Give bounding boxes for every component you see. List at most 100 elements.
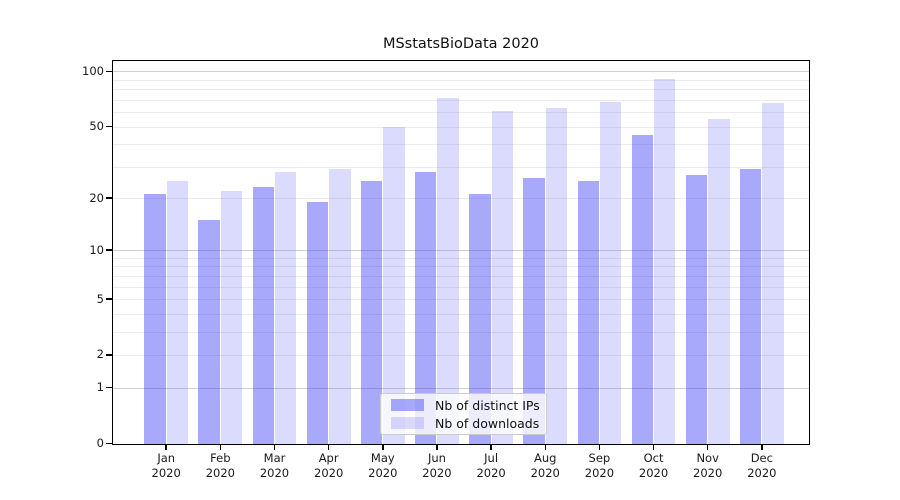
bar-distinct-ips bbox=[523, 177, 545, 444]
x-tick-year: 2020 bbox=[693, 466, 723, 480]
x-tick-month: Aug bbox=[534, 451, 557, 465]
y-tick-mark bbox=[106, 249, 112, 251]
y-gridline-minor bbox=[112, 112, 810, 114]
x-tick-year: 2020 bbox=[476, 466, 506, 480]
y-gridline-minor bbox=[112, 166, 810, 168]
bar-distinct-ips bbox=[631, 134, 654, 444]
y-tick-label: 1 bbox=[96, 380, 104, 395]
x-tick-label: Oct 2020 bbox=[626, 451, 682, 481]
x-tick-label: Feb 2020 bbox=[192, 451, 248, 481]
y-gridline-major bbox=[112, 250, 810, 252]
x-tick-label: Jan 2020 bbox=[138, 451, 194, 481]
y-gridline-minor bbox=[112, 144, 810, 146]
y-tick-mark bbox=[106, 298, 112, 300]
bar-downloads bbox=[329, 169, 351, 444]
y-gridline-major bbox=[112, 387, 810, 389]
y-tick-label: 2 bbox=[96, 347, 104, 362]
y-tick-mark bbox=[106, 354, 112, 356]
legend-label-downloads: Nb of downloads bbox=[435, 415, 540, 431]
x-tick-label: Jun 2020 bbox=[409, 451, 465, 481]
x-tick-month: Jan bbox=[157, 451, 176, 465]
y-gridline-minor bbox=[112, 354, 810, 356]
x-tick-label: May 2020 bbox=[355, 451, 411, 481]
y-tick-mark bbox=[106, 125, 112, 128]
x-tick-month: Dec bbox=[750, 451, 773, 465]
x-tick-label: Nov 2020 bbox=[680, 451, 736, 481]
y-gridline-minor bbox=[112, 275, 810, 277]
x-tick-mark bbox=[761, 445, 763, 450]
x-tick-year: 2020 bbox=[314, 466, 344, 480]
x-tick-label: Sep 2020 bbox=[571, 451, 627, 481]
x-tick-year: 2020 bbox=[205, 466, 235, 480]
bar-distinct-ips bbox=[739, 169, 762, 444]
y-tick-mark bbox=[106, 442, 112, 445]
x-tick-month: Sep bbox=[588, 451, 611, 465]
bar-distinct-ips bbox=[469, 194, 491, 444]
x-tick-mark bbox=[598, 445, 601, 450]
bar-distinct-ips bbox=[306, 202, 329, 444]
x-tick-mark bbox=[382, 445, 384, 450]
y-tick-label: 50 bbox=[89, 119, 104, 134]
y-tick-label: 0 bbox=[96, 436, 104, 450]
y-tick-label: 20 bbox=[89, 190, 104, 205]
y-gridline-minor bbox=[112, 89, 810, 91]
y-gridline-minor bbox=[112, 126, 810, 128]
y-gridline-minor bbox=[112, 257, 810, 259]
x-tick-year: 2020 bbox=[747, 466, 777, 480]
bar-distinct-ips bbox=[360, 180, 383, 444]
x-tick-month: Nov bbox=[696, 451, 719, 465]
bar-downloads bbox=[599, 102, 622, 444]
x-tick-label: Jul 2020 bbox=[463, 451, 519, 481]
x-tick-label: Apr 2020 bbox=[301, 451, 357, 481]
y-tick-label: 10 bbox=[89, 242, 104, 257]
x-tick-month: Oct bbox=[643, 451, 664, 465]
x-tick-month: Apr bbox=[318, 451, 339, 465]
legend-item-distinct-ips: Nb of distinct IPs bbox=[391, 398, 546, 413]
y-tick-mark bbox=[106, 386, 112, 389]
bar-downloads bbox=[437, 97, 459, 444]
x-tick-mark bbox=[436, 445, 438, 450]
bar-downloads bbox=[383, 126, 405, 444]
x-tick-month: Feb bbox=[210, 451, 231, 465]
x-tick-mark bbox=[652, 445, 655, 450]
bar-downloads bbox=[762, 103, 784, 444]
x-tick-year: 2020 bbox=[422, 466, 452, 480]
x-tick-mark bbox=[165, 445, 167, 450]
bar-distinct-ips bbox=[415, 172, 437, 444]
x-tick-year: 2020 bbox=[638, 466, 669, 480]
legend-swatch-downloads bbox=[391, 417, 424, 429]
y-gridline-minor bbox=[112, 286, 810, 288]
x-tick-month: Jun bbox=[427, 451, 446, 465]
bar-distinct-ips bbox=[198, 220, 220, 444]
bar-downloads bbox=[654, 79, 676, 444]
bar-downloads bbox=[708, 119, 730, 444]
x-tick-year: 2020 bbox=[368, 466, 398, 480]
x-tick-mark bbox=[544, 445, 546, 450]
x-tick-mark bbox=[219, 445, 222, 450]
y-gridline-minor bbox=[112, 331, 810, 333]
bar-downloads bbox=[275, 172, 297, 444]
y-gridline-minor bbox=[112, 198, 810, 200]
x-tick-mark bbox=[273, 445, 276, 450]
y-gridline-minor bbox=[112, 313, 810, 315]
y-tick-label: 100 bbox=[82, 63, 104, 78]
y-tick-mark bbox=[106, 197, 112, 199]
legend-swatch-distinct-ips bbox=[391, 399, 424, 411]
bar-downloads bbox=[220, 190, 243, 444]
y-gridline-minor bbox=[112, 299, 810, 301]
chart-title: MSstatsBioData 2020 bbox=[382, 36, 540, 52]
bar-distinct-ips bbox=[685, 174, 708, 444]
x-tick-mark bbox=[490, 445, 492, 450]
bar-downloads bbox=[545, 108, 568, 444]
bar-distinct-ips bbox=[252, 187, 274, 444]
y-tick-mark bbox=[106, 70, 112, 73]
x-tick-year: 2020 bbox=[584, 466, 615, 480]
legend-item-downloads: Nb of downloads bbox=[391, 416, 546, 431]
x-tick-year: 2020 bbox=[530, 466, 560, 480]
y-gridline-minor bbox=[112, 99, 810, 101]
legend: Nb of distinct IPs Nb of downloads bbox=[380, 393, 547, 435]
y-tick-label: 5 bbox=[96, 291, 104, 306]
x-tick-month: May bbox=[370, 451, 395, 465]
bar-distinct-ips bbox=[144, 194, 166, 444]
y-gridline-minor bbox=[112, 79, 810, 81]
